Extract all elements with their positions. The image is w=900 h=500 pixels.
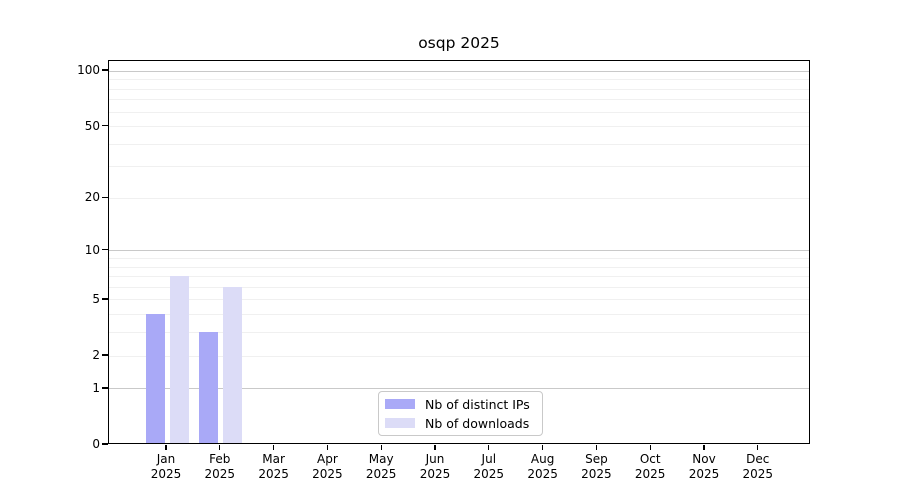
y-tick-label: 5 [92,291,100,306]
legend-label-distinct-ips: Nb of distinct IPs [425,396,530,412]
legend-swatch-distinct-ips-icon [385,399,415,409]
gridline-minor [109,79,809,81]
y-tick-mark [102,249,108,251]
x-tick-label: Sep 2025 [564,452,628,482]
y-tick-label: 10 [84,242,100,257]
y-tick-label: 0 [92,437,100,451]
y-tick-mark [102,69,108,71]
x-tick-year: 2025 [581,467,612,481]
gridline-minor [109,355,809,357]
x-tick-label: Apr 2025 [295,452,359,482]
x-tick-month: Nov [692,452,716,466]
legend-label-downloads: Nb of downloads [425,415,530,431]
x-tick-label: Mar 2025 [242,452,306,482]
gridline-major [109,388,809,390]
gridline-minor [109,111,809,113]
x-tick-year: 2025 [527,467,558,481]
legend-item-distinct-ips: Nb of distinct IPs [385,396,542,412]
x-tick-month: Aug [530,452,555,466]
gridline-minor [109,197,809,199]
gridline-minor [109,266,809,268]
x-tick-mark [326,444,329,450]
legend-item-downloads: Nb of downloads [385,415,542,431]
y-tick-label: 1 [92,380,100,395]
x-tick-month: Mar [262,452,285,466]
x-tick-label: May 2025 [349,452,413,482]
gridline-minor [109,143,809,145]
gridline-minor [109,286,809,288]
x-tick-mark [595,444,598,450]
x-tick-month: Sep [585,452,608,466]
x-tick-label: Jan 2025 [134,452,198,482]
gridline-minor [109,99,809,101]
y-tick-label: 20 [84,190,100,205]
x-tick-month: Jan [156,452,176,466]
x-tick-year: 2025 [312,467,343,481]
x-tick-mark [272,444,275,450]
gridline-minor [109,88,809,90]
x-tick-label: Oct 2025 [618,452,682,482]
y-tick-label: 50 [84,118,100,133]
x-tick-mark [703,444,705,450]
x-tick-year: 2025 [742,467,774,481]
x-tick-month: Oct [639,452,661,466]
x-tick-month: May [368,452,394,466]
x-tick-month: Jul [481,452,497,466]
y-tick-mark [102,354,108,356]
x-tick-label: Aug 2025 [511,452,575,482]
legend: Nb of distinct IPs Nb of downloads [378,391,543,436]
x-tick-mark [434,444,436,450]
x-tick-year: 2025 [688,467,720,481]
x-tick-month: Feb [209,452,231,466]
x-tick-label: Dec 2025 [726,452,790,482]
gridline-major [109,250,809,252]
gridline-minor [109,258,809,259]
y-tick-mark [102,124,108,127]
x-tick-month: Apr [317,452,338,466]
x-tick-year: 2025 [204,467,236,481]
gridline-minor [109,276,809,278]
gridline-minor [109,126,809,128]
bar-downloads [169,275,189,443]
x-tick-label: Jul 2025 [457,452,521,482]
x-tick-year: 2025 [473,467,505,481]
gridline-minor [109,166,809,168]
gridline-minor [109,314,809,316]
gridline-minor [109,299,809,301]
x-tick-year: 2025 [634,467,666,481]
x-tick-mark [541,444,544,450]
y-tick-mark [102,298,108,300]
x-tick-mark [380,444,382,450]
y-tick-label: 100 [77,63,100,78]
bar-downloads [223,286,243,443]
x-tick-month: Dec [746,452,770,466]
y-tick-mark [102,387,108,389]
legend-swatch-downloads-icon [385,418,415,428]
x-tick-mark [165,444,167,450]
x-tick-label: Feb 2025 [188,452,252,482]
x-tick-mark [488,444,490,450]
x-tick-label: Nov 2025 [672,452,736,482]
x-tick-year: 2025 [365,467,397,481]
y-tick-mark [102,196,108,199]
gridline-major [109,70,809,72]
plot-area [108,60,810,444]
bar-distinct-ips [145,313,165,443]
gridline-minor [109,332,809,334]
x-tick-label: Jun 2025 [403,452,467,482]
x-tick-mark [757,444,759,450]
y-tick-label: 2 [92,348,100,363]
chart-title: osqp 2025 [418,34,500,52]
x-tick-year: 2025 [258,467,289,481]
bar-distinct-ips [199,331,219,443]
x-tick-mark [649,444,651,450]
y-tick-mark [102,443,108,445]
x-tick-year: 2025 [150,467,182,481]
x-tick-mark [219,444,221,450]
x-tick-month: Jun [425,452,445,466]
x-tick-year: 2025 [419,467,451,481]
